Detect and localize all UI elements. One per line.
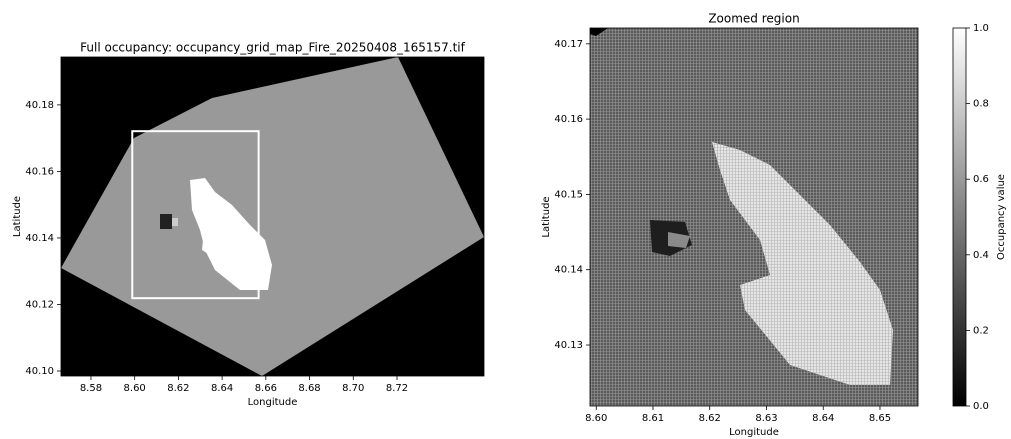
- y-tick-label: 40.15: [554, 189, 583, 200]
- colorbar-tick-label: 0.6: [973, 174, 989, 185]
- colorbar-tick-label: 0.4: [973, 250, 989, 261]
- x-tick-label: 8.66: [255, 383, 277, 394]
- colorbar-tick-label: 0.0: [973, 401, 989, 412]
- colorbar: [953, 28, 966, 406]
- x-tick-label: 8.62: [167, 383, 189, 394]
- colorbar-tick-label: 0.8: [973, 99, 989, 110]
- chart-title: Zoomed region: [708, 12, 799, 26]
- x-axis-label: Longitude: [729, 427, 779, 438]
- x-axis-label: Longitude: [248, 397, 298, 408]
- chart-title: Full occupancy: occupancy_grid_map_Fire_…: [80, 41, 465, 55]
- y-tick-label: 40.12: [25, 299, 54, 310]
- full-map-image: [61, 57, 484, 376]
- figure: Full occupancy: occupancy_grid_map_Fire_…: [0, 0, 1011, 439]
- y-tick-label: 40.17: [554, 39, 583, 50]
- x-tick-label: 8.64: [211, 383, 233, 394]
- x-tick-label: 8.58: [80, 383, 102, 394]
- x-tick-label: 8.68: [298, 383, 320, 394]
- zoom-image: [590, 28, 918, 406]
- x-tick-label: 8.65: [869, 413, 891, 424]
- x-tick-label: 8.70: [342, 383, 364, 394]
- x-tick-label: 8.60: [124, 383, 146, 394]
- x-tick-label: 8.64: [812, 413, 834, 424]
- y-tick-label: 40.16: [25, 166, 54, 177]
- colorbar-tick-label: 1.0: [973, 23, 989, 34]
- x-tick-label: 8.60: [585, 413, 607, 424]
- y-tick-label: 40.18: [25, 100, 54, 111]
- y-tick-label: 40.16: [554, 114, 583, 125]
- x-tick-label: 8.62: [699, 413, 721, 424]
- y-tick-label: 40.14: [25, 233, 54, 244]
- x-tick-label: 8.63: [755, 413, 777, 424]
- colorbar-label: Occupancy value: [996, 174, 1007, 260]
- y-tick-label: 40.13: [554, 340, 583, 351]
- y-axis-label: Latitude: [12, 196, 23, 237]
- colorbar-tick-label: 0.2: [973, 325, 989, 336]
- y-tick-label: 40.10: [25, 366, 54, 377]
- y-axis-label: Latitude: [541, 196, 552, 237]
- y-tick-label: 40.14: [554, 265, 583, 276]
- x-tick-label: 8.72: [386, 383, 408, 394]
- x-tick-label: 8.61: [642, 413, 664, 424]
